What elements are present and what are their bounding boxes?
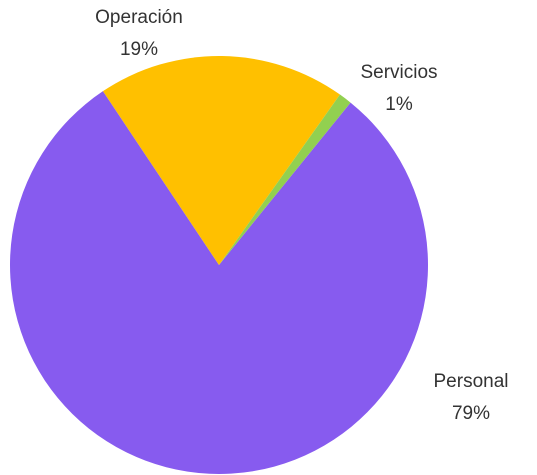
pie-slice — [9, 91, 428, 474]
slice-label: Servicios — [360, 62, 437, 83]
slice-value-label: 19% — [120, 39, 158, 60]
slice-value-label: 79% — [452, 403, 490, 424]
slice-label: Personal — [434, 371, 509, 392]
slice-label: Operación — [95, 7, 183, 28]
pie-slice — [219, 94, 351, 265]
slice-value-label: 1% — [385, 94, 413, 115]
pie-slice — [102, 56, 340, 265]
